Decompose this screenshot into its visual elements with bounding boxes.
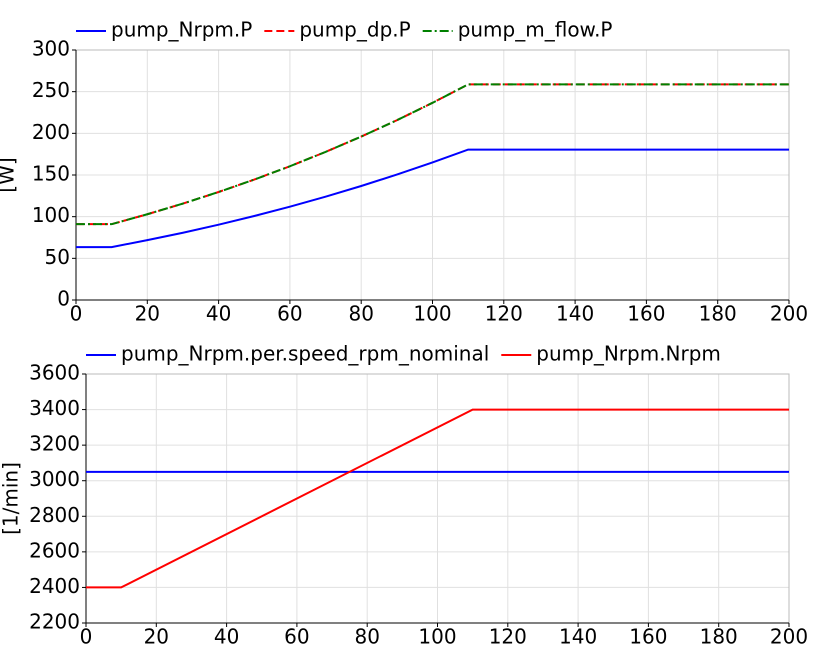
y-tick-label: 3600 <box>29 361 80 385</box>
legend-label: pump_dp.P <box>299 18 410 42</box>
y-tick-label: 200 <box>32 120 70 144</box>
x-tick-label: 0 <box>80 625 93 647</box>
x-tick-label: 60 <box>277 302 302 326</box>
data-line <box>86 408 789 589</box>
x-tick-label: 200 <box>770 302 808 326</box>
y-tick-label: 250 <box>32 78 70 102</box>
legend-label: pump_Nrpm.P <box>111 18 252 42</box>
x-tick-label: 40 <box>214 625 239 647</box>
y-tick-label: 0 <box>57 287 70 311</box>
x-tick-label: 120 <box>485 302 523 326</box>
x-tick-label: 180 <box>699 302 737 326</box>
x-tick-label: 120 <box>489 625 527 647</box>
y-tick-label: 2200 <box>29 610 80 634</box>
x-tick-label: 160 <box>629 625 667 647</box>
y-tick-label: 2600 <box>29 538 80 562</box>
x-tick-label: 140 <box>556 302 594 326</box>
x-tick-label: 60 <box>284 625 309 647</box>
x-tick-label: 100 <box>418 625 456 647</box>
x-tick-label: 20 <box>135 302 160 326</box>
y-tick-label: 2800 <box>29 503 80 527</box>
y-tick-label: 3000 <box>29 467 80 491</box>
y-axis-label: [1/min] <box>0 462 23 535</box>
y-tick-label: 150 <box>32 162 70 186</box>
x-tick-label: 140 <box>559 625 597 647</box>
y-tick-label: 300 <box>32 37 70 61</box>
y-tick-label: 3200 <box>29 432 80 456</box>
data-line <box>76 148 789 249</box>
x-tick-label: 80 <box>354 625 379 647</box>
legend-label: pump_Nrpm.Nrpm <box>536 342 721 366</box>
legend-label: pump_Nrpm.per.speed_rpm_nominal <box>121 342 489 366</box>
x-tick-label: 160 <box>627 302 665 326</box>
x-tick-label: 180 <box>700 625 738 647</box>
y-axis-label: [W] <box>0 157 19 192</box>
x-tick-label: 40 <box>206 302 231 326</box>
y-tick-label: 100 <box>32 203 70 227</box>
y-tick-label: 2400 <box>29 574 80 598</box>
x-tick-label: 20 <box>144 625 169 647</box>
x-tick-label: 200 <box>770 625 808 647</box>
x-tick-label: 0 <box>70 302 83 326</box>
legend-label: pump_m_flow.P <box>458 18 613 42</box>
data-line <box>76 83 789 226</box>
x-tick-label: 80 <box>348 302 373 326</box>
y-tick-label: 3400 <box>29 396 80 420</box>
y-tick-label: 50 <box>45 245 70 269</box>
x-tick-label: 100 <box>413 302 451 326</box>
